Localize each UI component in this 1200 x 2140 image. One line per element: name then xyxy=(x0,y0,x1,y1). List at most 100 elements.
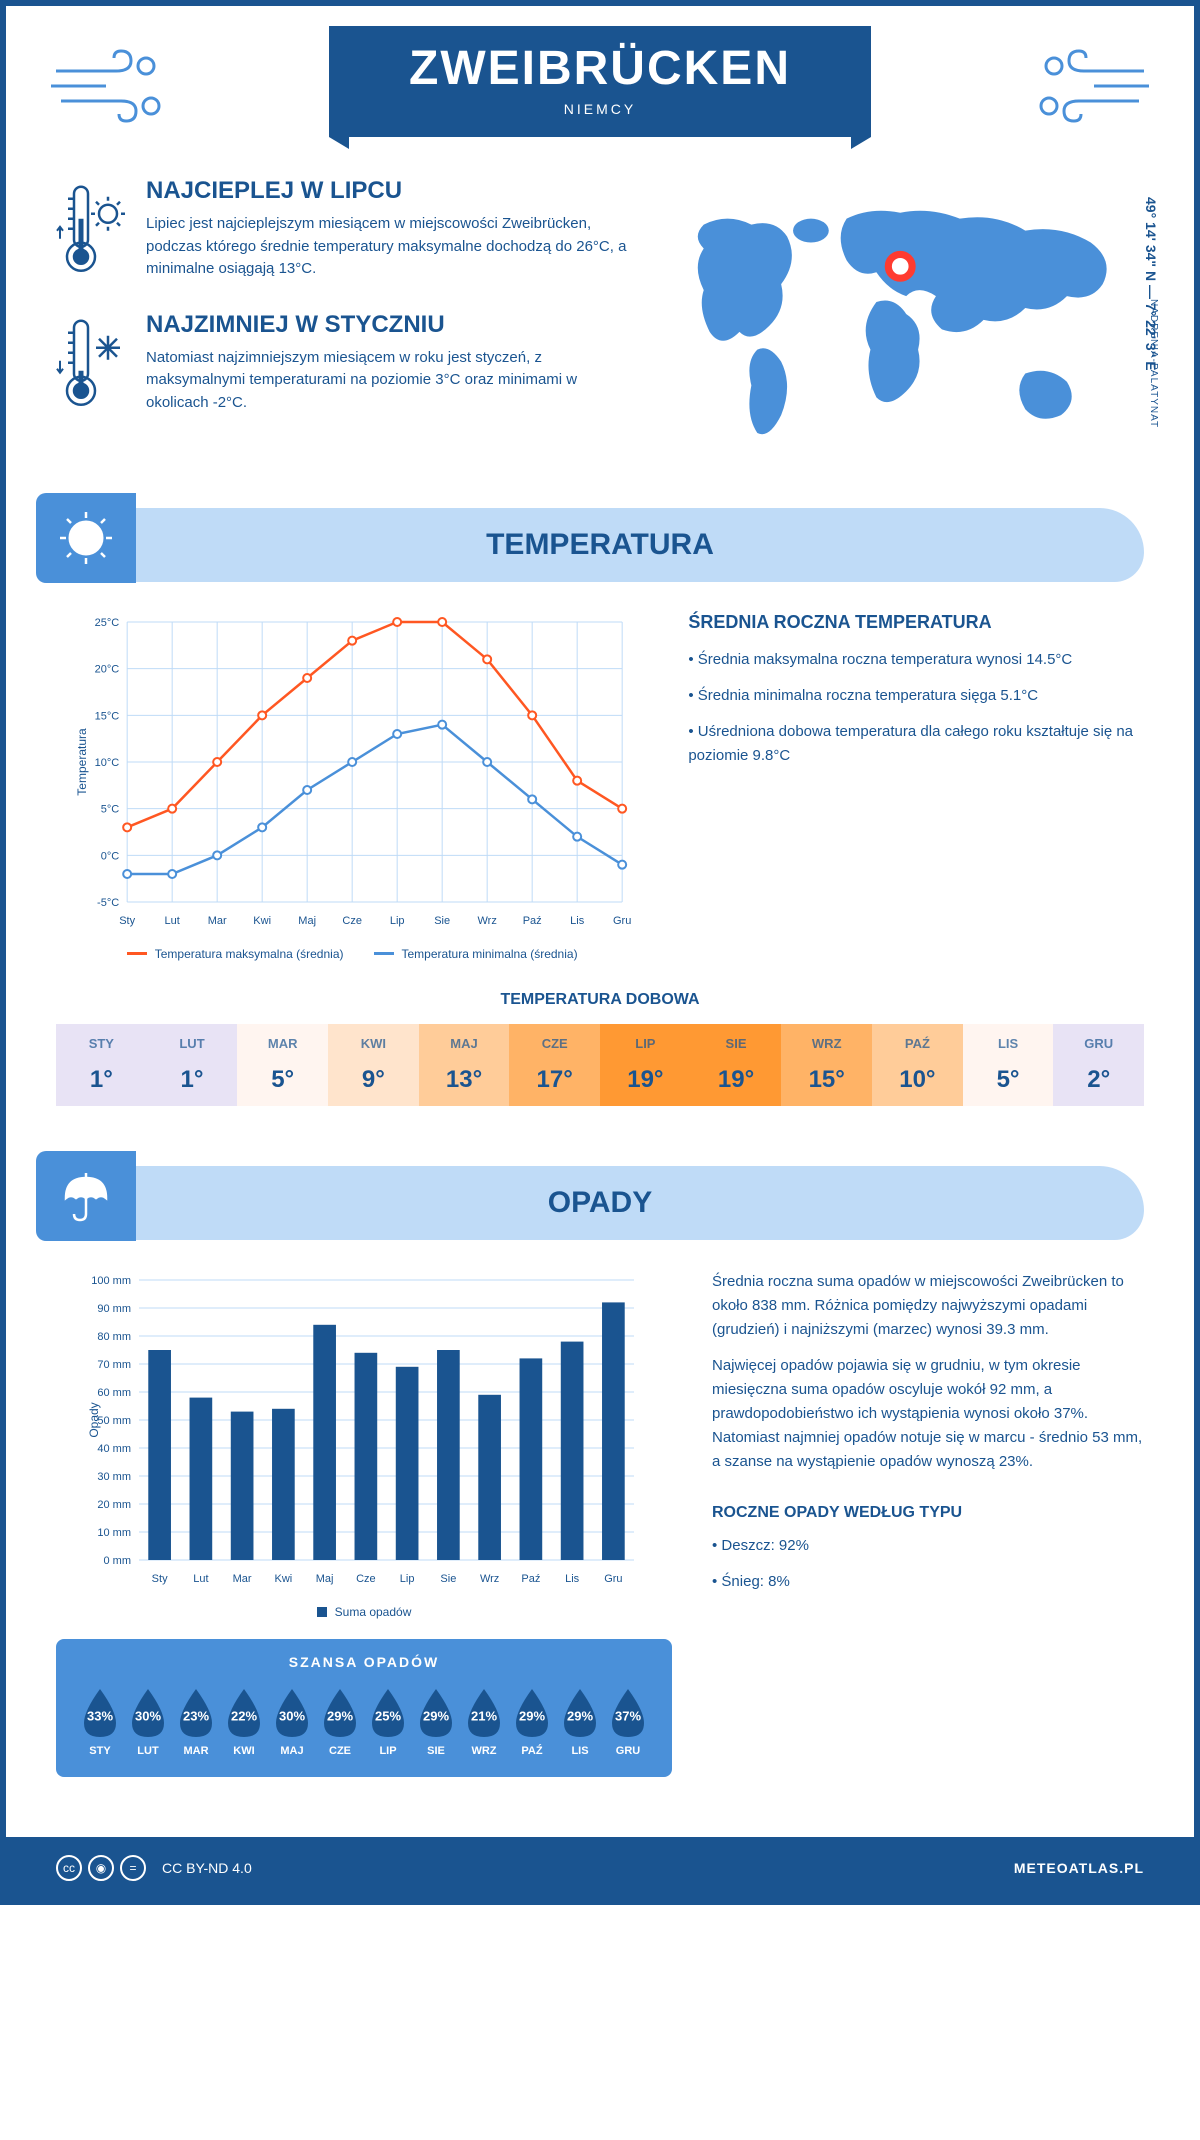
svg-text:Paź: Paź xyxy=(523,915,542,927)
svg-text:Lut: Lut xyxy=(165,915,180,927)
nd-icon: = xyxy=(120,1855,146,1881)
daily-temp-cell: WRZ15° xyxy=(781,1024,872,1106)
chance-drop: 22%KWI xyxy=(220,1685,268,1757)
chance-drop: 29%PAŹ xyxy=(508,1685,556,1757)
svg-text:80 mm: 80 mm xyxy=(97,1331,131,1343)
svg-text:Sty: Sty xyxy=(119,915,135,927)
svg-text:20 mm: 20 mm xyxy=(97,1499,131,1511)
svg-text:20°C: 20°C xyxy=(95,663,120,675)
avg-temp-p1: • Średnia maksymalna roczna temperatura … xyxy=(688,648,1144,672)
thermometer-hot-icon xyxy=(56,177,126,281)
avg-temp-p3: • Uśredniona dobowa temperatura dla całe… xyxy=(688,720,1144,768)
svg-text:Lip: Lip xyxy=(390,915,405,927)
legend-min: Temperatura minimalna (średnia) xyxy=(402,947,578,961)
daily-temp-title: TEMPERATURA DOBOWA xyxy=(56,991,1144,1009)
svg-text:Wrz: Wrz xyxy=(480,1573,499,1585)
precip-type-title: ROCZNE OPADY WEDŁUG TYPU xyxy=(712,1504,1144,1522)
svg-text:Opady: Opady xyxy=(87,1402,101,1437)
precipitation-title: OPADY xyxy=(548,1186,652,1219)
chance-drop: 29%LIS xyxy=(556,1685,604,1757)
svg-text:0 mm: 0 mm xyxy=(104,1555,132,1567)
chance-drop: 23%MAR xyxy=(172,1685,220,1757)
daily-temp-cell: KWI9° xyxy=(328,1024,419,1106)
svg-text:Sty: Sty xyxy=(152,1573,168,1585)
map-column: 49° 14' 34" N — 7° 22' 3" E NADRENIA-PAL… xyxy=(668,177,1144,468)
temperature-section-banner: TEMPERATURA xyxy=(56,508,1144,582)
svg-text:Maj: Maj xyxy=(298,915,316,927)
chance-drop: 30%MAJ xyxy=(268,1685,316,1757)
daily-temp-cell: LIS5° xyxy=(963,1024,1054,1106)
wind-icon-left xyxy=(46,46,166,126)
svg-text:Wrz: Wrz xyxy=(477,915,496,927)
site-name: METEOATLAS.PL xyxy=(1014,1860,1144,1876)
svg-text:90 mm: 90 mm xyxy=(97,1303,131,1315)
svg-text:Mar: Mar xyxy=(208,915,227,927)
temperature-chart: -5°C0°C5°C10°C15°C20°C25°CStyLutMarKwiMa… xyxy=(56,612,648,961)
precip-p2: Najwięcej opadów pojawia się w grudniu, … xyxy=(712,1354,1144,1474)
region-label: NADRENIA-PALATYNAT xyxy=(1148,299,1159,428)
precipitation-legend: Suma opadów xyxy=(56,1605,672,1619)
svg-text:Sie: Sie xyxy=(440,1573,456,1585)
svg-text:Gru: Gru xyxy=(613,915,631,927)
country-name: NIEMCY xyxy=(409,101,791,117)
title-banner: ZWEIBRÜCKEN NIEMCY xyxy=(329,26,871,137)
precip-p1: Średnia roczna suma opadów w miejscowośc… xyxy=(712,1270,1144,1342)
coldest-fact: NAJZIMNIEJ W STYCZNIU Natomiast najzimni… xyxy=(56,311,628,415)
facts-column: NAJCIEPLEJ W LIPCU Lipiec jest najcieple… xyxy=(56,177,628,468)
daily-temp-cell: MAJ13° xyxy=(419,1024,510,1106)
svg-text:Kwi: Kwi xyxy=(253,915,271,927)
precip-type-p2: • Śnieg: 8% xyxy=(712,1570,1144,1594)
svg-text:30 mm: 30 mm xyxy=(97,1471,131,1483)
intro-section: NAJCIEPLEJ W LIPCU Lipiec jest najcieple… xyxy=(6,137,1194,508)
svg-text:10°C: 10°C xyxy=(95,757,120,769)
daily-temp-cell: SIE19° xyxy=(691,1024,782,1106)
svg-text:0°C: 0°C xyxy=(101,850,120,862)
license-text: CC BY-ND 4.0 xyxy=(162,1860,252,1876)
chance-drop: 25%LIP xyxy=(364,1685,412,1757)
chance-drop: 33%STY xyxy=(76,1685,124,1757)
svg-text:40 mm: 40 mm xyxy=(97,1443,131,1455)
svg-text:Lis: Lis xyxy=(570,915,585,927)
legend-max: Temperatura maksymalna (średnia) xyxy=(155,947,344,961)
warmest-title: NAJCIEPLEJ W LIPCU xyxy=(146,177,628,205)
daily-temp-cell: GRU2° xyxy=(1053,1024,1144,1106)
svg-text:Kwi: Kwi xyxy=(275,1573,293,1585)
temperature-section: -5°C0°C5°C10°C15°C20°C25°CStyLutMarKwiMa… xyxy=(6,582,1194,1166)
precipitation-section: 0 mm10 mm20 mm30 mm40 mm50 mm60 mm70 mm8… xyxy=(6,1240,1194,1837)
footer: cc ◉ = CC BY-ND 4.0 METEOATLAS.PL xyxy=(6,1837,1194,1899)
daily-temp-cell: STY1° xyxy=(56,1024,147,1106)
by-icon: ◉ xyxy=(88,1855,114,1881)
temperature-legend: Temperatura maksymalna (średnia) Tempera… xyxy=(56,947,648,961)
svg-text:70 mm: 70 mm xyxy=(97,1359,131,1371)
svg-text:Temperatura: Temperatura xyxy=(75,728,89,796)
precipitation-section-banner: OPADY xyxy=(56,1166,1144,1240)
world-map-icon xyxy=(668,177,1144,463)
umbrella-icon xyxy=(36,1151,136,1241)
daily-temp-cell: MAR5° xyxy=(237,1024,328,1106)
precipitation-info: Średnia roczna suma opadów w miejscowośc… xyxy=(712,1270,1144,1777)
license-block: cc ◉ = CC BY-ND 4.0 xyxy=(56,1855,252,1881)
svg-text:Gru: Gru xyxy=(604,1573,622,1585)
cc-icon: cc xyxy=(56,1855,82,1881)
city-name: ZWEIBRÜCKEN xyxy=(409,41,791,96)
daily-temp-cell: PAŹ10° xyxy=(872,1024,963,1106)
svg-text:Mar: Mar xyxy=(233,1573,252,1585)
coldest-title: NAJZIMNIEJ W STYCZNIU xyxy=(146,311,628,339)
wind-icon-right xyxy=(1034,46,1154,126)
svg-text:Lut: Lut xyxy=(193,1573,208,1585)
chance-drop: 37%GRU xyxy=(604,1685,652,1757)
legend-sum: Suma opadów xyxy=(335,1605,412,1619)
daily-temp-cell: CZE17° xyxy=(509,1024,600,1106)
chance-drop: 21%WRZ xyxy=(460,1685,508,1757)
precip-type-p1: • Deszcz: 92% xyxy=(712,1534,1144,1558)
svg-text:5°C: 5°C xyxy=(101,803,120,815)
temperature-info: ŚREDNIA ROCZNA TEMPERATURA • Średnia mak… xyxy=(688,612,1144,961)
svg-text:Cze: Cze xyxy=(356,1573,376,1585)
svg-text:Cze: Cze xyxy=(342,915,362,927)
svg-text:Maj: Maj xyxy=(316,1573,334,1585)
svg-text:10 mm: 10 mm xyxy=(97,1527,131,1539)
chance-drop: 29%SIE xyxy=(412,1685,460,1757)
daily-temp-cell: LIP19° xyxy=(600,1024,691,1106)
temperature-title: TEMPERATURA xyxy=(486,528,714,561)
daily-temp-cell: LUT1° xyxy=(147,1024,238,1106)
